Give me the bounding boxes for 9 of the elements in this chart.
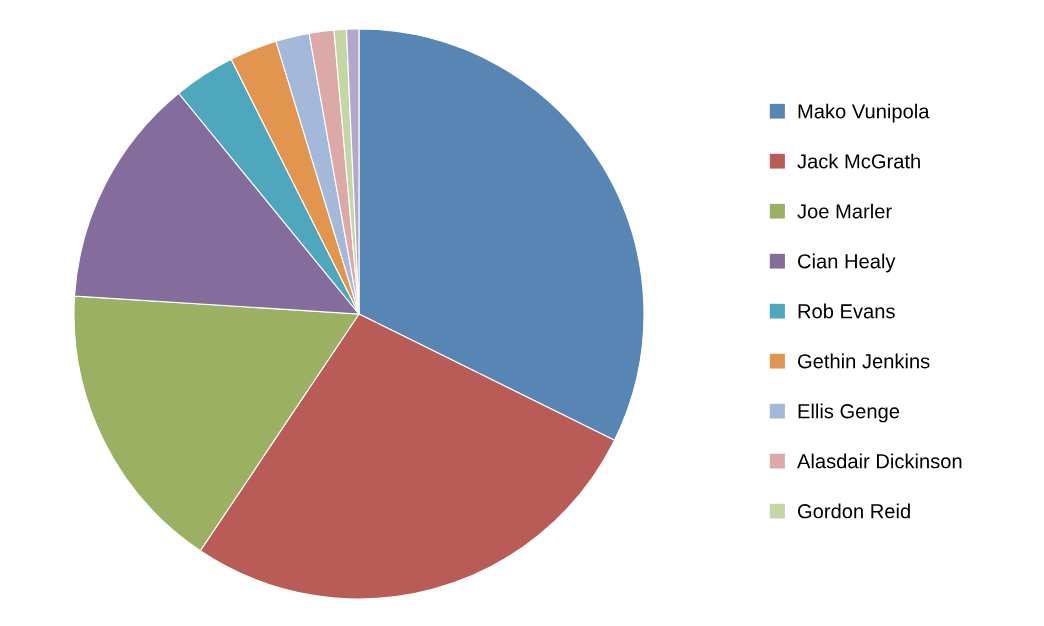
legend-label: Ellis Genge xyxy=(798,403,900,423)
legend-label: Mako Vunipola xyxy=(798,103,930,123)
legend-label: Cian Healy xyxy=(798,253,896,273)
legend-label: Joe Marler xyxy=(797,203,892,219)
legend-label: Alasdair Dickinson xyxy=(797,453,962,469)
legend-label: Gethin Jenkins xyxy=(798,353,930,369)
legend-label: Rob Evans xyxy=(798,303,895,319)
legend-label: Gordon Reid xyxy=(798,503,910,519)
legend-label: Jack McGrath xyxy=(797,153,920,169)
